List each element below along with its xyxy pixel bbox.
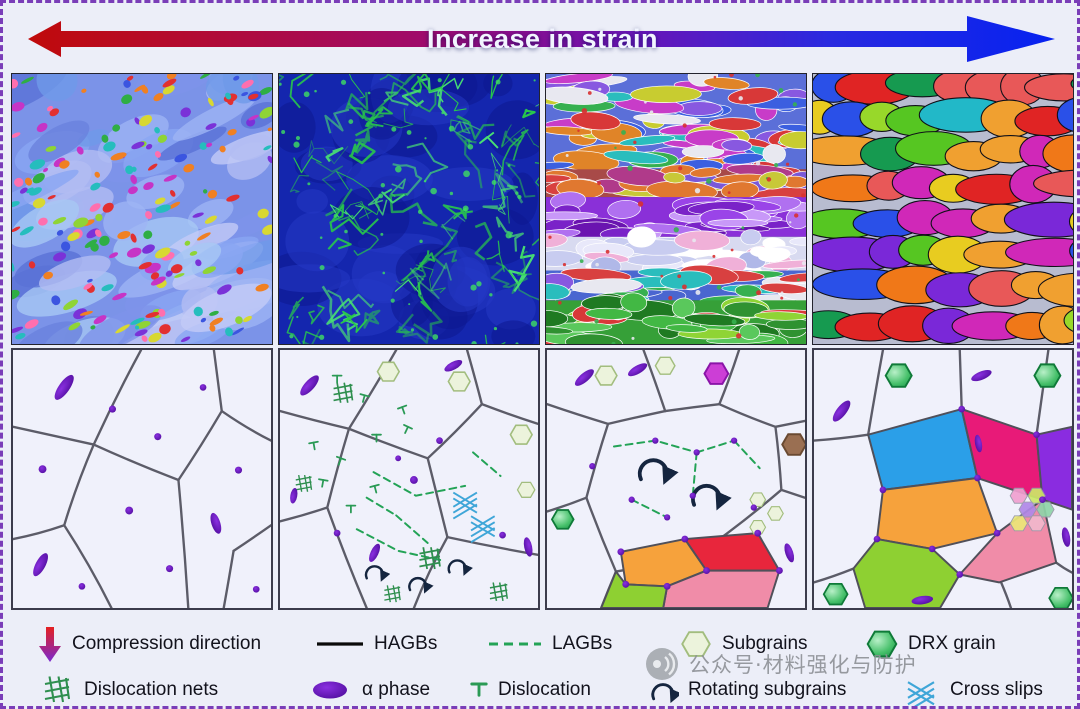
legend-item-cross-slips: Cross slips <box>901 670 1043 706</box>
legend-label: α phase <box>362 679 431 700</box>
dislocation-symbol-icon <box>470 682 488 697</box>
legend-item-lagbs: LAGBs <box>487 624 612 664</box>
schematic-panel-1 <box>11 348 273 610</box>
legend-label: Rotating subgrains <box>688 679 847 700</box>
legend-item-dislocation-nets: Dislocation nets <box>39 670 219 706</box>
hagbs-line-icon <box>317 642 363 646</box>
ebsd-panel-2 <box>278 73 540 345</box>
ebsd-panel-4 <box>812 73 1074 345</box>
cross-slips <box>452 491 496 544</box>
alpha-phase-particles <box>33 374 260 593</box>
alpha-phase-particles <box>290 359 533 562</box>
legend-item-compression-direction: Compression direction <box>37 624 261 664</box>
rotating-subgrain-arrows <box>640 460 720 505</box>
magenta-hexagon <box>703 362 730 385</box>
legend-item-subgrains: Subgrains <box>679 624 808 664</box>
dislocation-symbols <box>308 374 413 514</box>
schematic-panel-4 <box>812 348 1074 610</box>
strain-arrow-label: Increase in strain <box>426 23 659 54</box>
legend-label: DRX grain <box>908 633 996 654</box>
rotating-subgrain-arrows <box>366 560 466 590</box>
dislocation-nets-icon <box>43 675 71 704</box>
lagbs-dashed-line-icon <box>489 642 541 646</box>
drx-grain-polygons <box>600 532 781 608</box>
compression-direction-icon <box>39 627 61 662</box>
alpha-phase-particles <box>832 370 1071 605</box>
legend-label: Subgrains <box>722 633 808 654</box>
strain-arrow: Increase in strain <box>25 13 1060 65</box>
drx-hexagon <box>551 509 575 530</box>
brown-hexagon <box>781 433 805 456</box>
legend-label: HAGBs <box>374 633 438 654</box>
schematic-panel-3 <box>545 348 807 610</box>
watermark-text: 公众号·材料强化与防护 <box>689 653 917 677</box>
legend-label: Dislocation nets <box>84 679 219 700</box>
ebsd-panel-1 <box>11 73 273 345</box>
legend-item-alpha-phase: α phase <box>309 670 431 706</box>
legend-label: Compression direction <box>72 633 262 654</box>
alpha-phase-particles <box>574 363 795 590</box>
legend-label: LAGBs <box>552 633 613 654</box>
watermark: 公众号·材料强化与防护 <box>645 647 917 681</box>
legend: Compression direction HAGBs LAGBs Subgra… <box>3 610 1077 709</box>
wechat-official-account-icon <box>646 648 678 680</box>
legend-item-hagbs: HAGBs <box>315 624 437 664</box>
schematic-panel-2 <box>278 348 540 610</box>
alpha-phase-ellipse-icon <box>313 681 347 699</box>
ebsd-panel-3 <box>545 73 807 345</box>
legend-label: Cross slips <box>950 679 1043 700</box>
legend-item-drx-grain: DRX grain <box>865 624 996 664</box>
legend-label: Dislocation <box>498 679 591 700</box>
strain-arrow-shape <box>28 16 1055 62</box>
legend-item-dislocation: Dislocation <box>469 670 591 706</box>
legend-item-rotating-subgrains: Rotating subgrains <box>647 670 846 709</box>
